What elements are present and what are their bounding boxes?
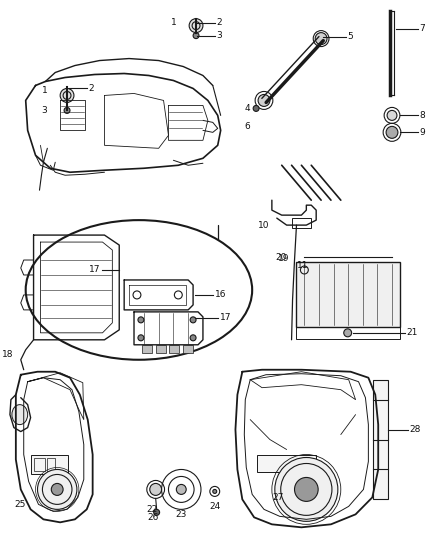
Circle shape: [315, 33, 327, 45]
Text: 9: 9: [420, 128, 425, 137]
Circle shape: [386, 126, 398, 139]
Circle shape: [154, 510, 159, 515]
Circle shape: [138, 335, 144, 341]
Text: 20: 20: [275, 253, 286, 262]
Circle shape: [344, 329, 352, 337]
Bar: [142, 345, 152, 353]
Text: 18: 18: [2, 350, 14, 359]
Text: 26: 26: [147, 513, 159, 522]
Bar: [31, 455, 68, 474]
Bar: [297, 327, 400, 339]
Text: 2: 2: [89, 84, 94, 93]
Text: 25: 25: [14, 500, 26, 509]
Text: 8: 8: [420, 111, 425, 120]
Bar: [297, 262, 400, 327]
Text: 17: 17: [89, 265, 101, 274]
Circle shape: [150, 483, 162, 495]
Circle shape: [64, 108, 70, 114]
Text: 6: 6: [244, 122, 250, 131]
Bar: [183, 345, 193, 353]
Circle shape: [213, 489, 217, 494]
Circle shape: [190, 335, 196, 341]
Text: 16: 16: [215, 290, 226, 300]
Bar: [170, 345, 179, 353]
Text: 19: 19: [278, 254, 290, 263]
Bar: [292, 218, 311, 228]
Text: 10: 10: [258, 221, 270, 230]
Circle shape: [138, 317, 144, 323]
Text: 3: 3: [217, 31, 223, 40]
Text: 21: 21: [407, 328, 418, 337]
Text: 7: 7: [420, 24, 425, 33]
Text: 1: 1: [42, 86, 47, 95]
Bar: [257, 455, 316, 472]
Text: 1: 1: [171, 18, 177, 27]
Circle shape: [258, 94, 270, 107]
Circle shape: [387, 110, 397, 120]
Circle shape: [60, 88, 74, 102]
Circle shape: [177, 484, 186, 495]
Circle shape: [253, 106, 259, 111]
Bar: [34, 457, 46, 472]
Circle shape: [189, 19, 203, 33]
Text: 5: 5: [348, 32, 353, 41]
Circle shape: [275, 457, 338, 521]
Circle shape: [193, 33, 199, 38]
Bar: [373, 379, 388, 499]
Text: 17: 17: [220, 313, 231, 322]
Text: 11: 11: [297, 261, 308, 270]
Circle shape: [51, 483, 63, 495]
Circle shape: [294, 478, 318, 502]
Circle shape: [38, 470, 77, 510]
Text: 27: 27: [272, 493, 283, 502]
Text: 24: 24: [209, 502, 220, 511]
Ellipse shape: [12, 405, 28, 425]
Bar: [47, 457, 55, 472]
Text: 22: 22: [146, 505, 157, 514]
Text: 23: 23: [176, 510, 187, 519]
Text: 2: 2: [217, 18, 223, 27]
Text: 4: 4: [244, 104, 250, 113]
Bar: [155, 345, 166, 353]
Text: 3: 3: [42, 106, 47, 115]
Text: 28: 28: [410, 425, 421, 434]
Circle shape: [190, 317, 196, 323]
